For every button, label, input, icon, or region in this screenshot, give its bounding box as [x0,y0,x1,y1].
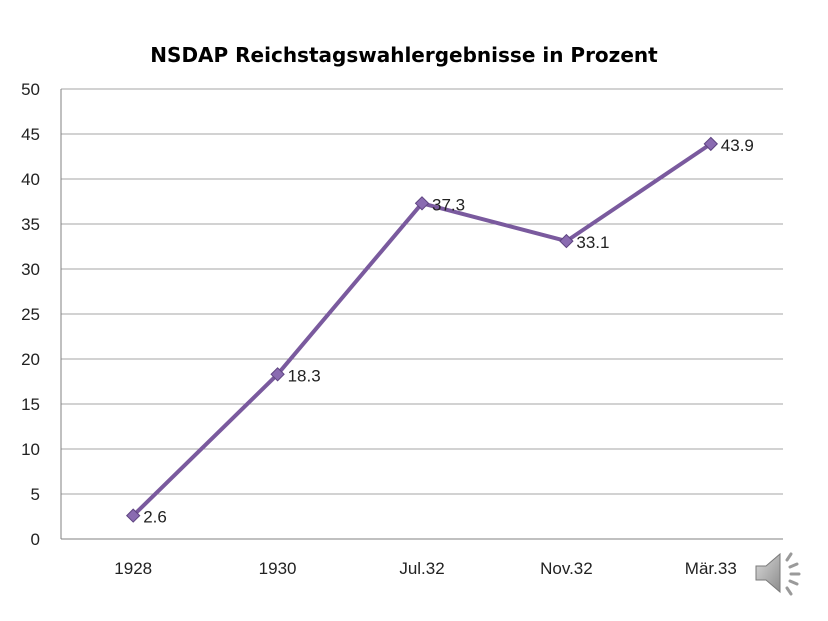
y-tick-label: 20 [21,350,40,369]
gridlines [60,88,783,540]
data-label: 43.9 [721,136,754,155]
data-point [414,196,430,211]
x-tick-label: Nov.32 [540,559,593,578]
y-tick-label: 10 [21,440,40,459]
x-tick-label: Mär.33 [685,559,737,578]
series-layer [125,136,719,523]
data-label: 18.3 [288,366,321,385]
y-tick-label: 40 [21,170,40,189]
data-point [703,136,719,152]
y-axis-ticks: 0 5 10 15 20 25 30 35 40 45 50 [21,80,40,549]
data-point [270,367,285,382]
data-label: 33.1 [576,233,609,252]
x-axis-ticks: 1928 1930 Jul.32 Nov.32 Mär.33 [114,559,737,578]
chart-title: NSDAP Reichstagswahlergebnisse in Prozen… [150,43,658,67]
data-label: 37.3 [432,195,465,214]
speaker-icon[interactable] [752,546,808,600]
x-tick-label: 1930 [259,559,297,578]
y-tick-label: 25 [21,305,40,324]
y-tick-label: 15 [21,395,40,414]
x-tick-label: 1928 [114,559,152,578]
data-point [125,508,141,523]
y-tick-label: 5 [31,485,40,504]
y-tick-label: 45 [21,125,40,144]
y-tick-label: 35 [21,215,40,234]
data-label: 2.6 [143,508,167,527]
data-point [559,233,574,249]
x-tick-label: Jul.32 [399,559,444,578]
y-tick-label: 0 [31,530,40,549]
y-tick-label: 30 [21,260,40,279]
data-labels: 2.6 18.3 37.3 33.1 43.9 [143,136,754,527]
y-tick-label: 50 [21,80,40,99]
